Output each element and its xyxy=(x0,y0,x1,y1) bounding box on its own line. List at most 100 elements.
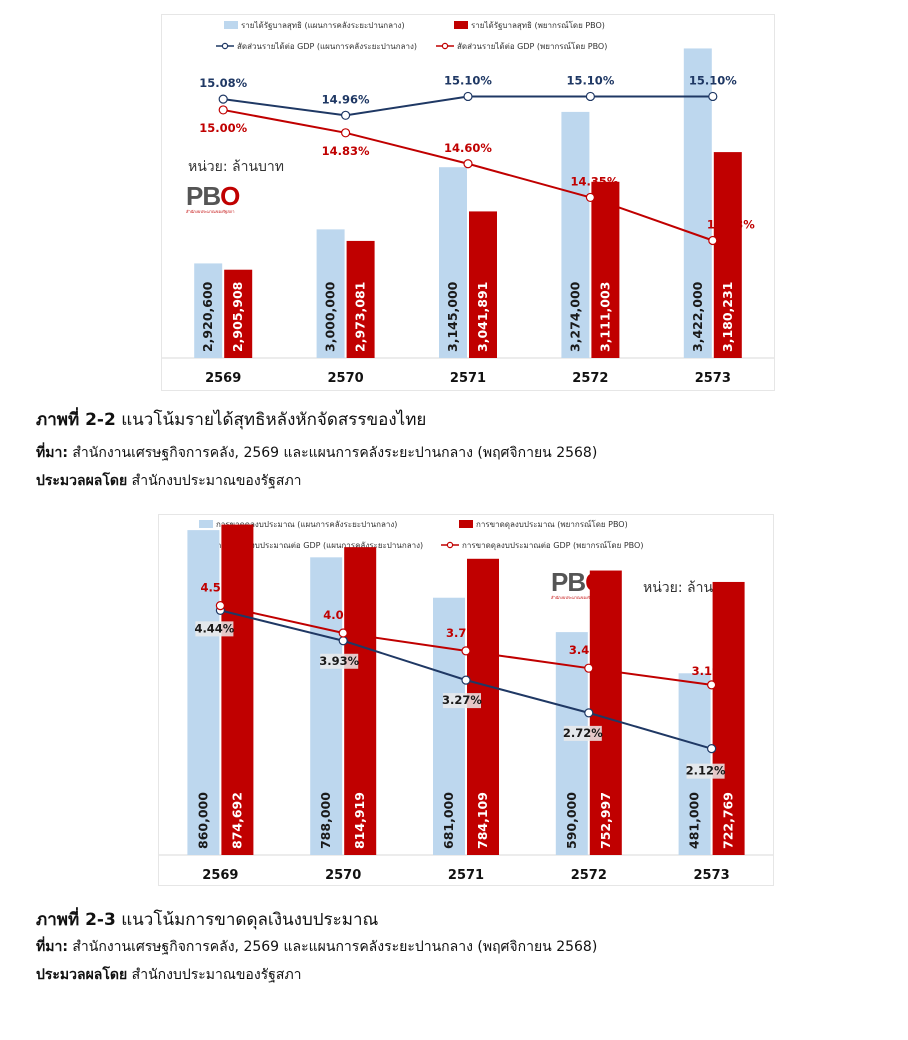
line-label-bg xyxy=(195,621,234,637)
bar-plan xyxy=(561,111,590,359)
legend-marker xyxy=(221,42,229,50)
bar-value-label: 3,145,000 xyxy=(445,281,460,352)
bar-pbo xyxy=(221,524,254,855)
legend-label: การขาดดุลงบประมาณต่อ GDP (พยากรณ์โดย PBO… xyxy=(462,540,643,550)
legend-marker xyxy=(446,541,454,549)
bar-pbo xyxy=(224,269,253,358)
line-value-label: 14.03% xyxy=(707,218,755,232)
line-point xyxy=(461,646,471,656)
line-value-label: 15.00% xyxy=(199,121,247,135)
figure1-source-label: ที่มา: xyxy=(36,445,68,461)
x-tick-label: 2570 xyxy=(325,868,361,883)
line-value-label: 2.72% xyxy=(563,726,603,740)
bar-plan xyxy=(310,557,343,855)
figure1-source-text: สำนักงานเศรษฐกิจการคลัง, 2569 และแผนการค… xyxy=(72,445,598,461)
logo-text-accent: O xyxy=(220,181,240,211)
bar-plan xyxy=(683,48,712,358)
bar-value-label: 788,000 xyxy=(318,792,333,849)
line-label-bg xyxy=(686,763,725,779)
bar-value-label: 3,180,231 xyxy=(720,282,735,352)
logo-text-accent-2: O xyxy=(585,567,605,597)
x-tick-label: 2573 xyxy=(695,371,731,386)
figure1-caption-label: ภาพที่ 2-2 xyxy=(36,410,116,430)
bar-value-label: 681,000 xyxy=(441,792,456,849)
bar-value-label: 814,919 xyxy=(352,792,367,849)
line-value-label: 14.60% xyxy=(444,141,492,155)
figure1-caption: ภาพที่ 2-2 แนวโน้มรายได้สุทธิหลังหักจัดส… xyxy=(36,406,426,433)
line-label-bg xyxy=(320,653,359,669)
bar-value-label: 2,973,081 xyxy=(353,282,368,352)
bar-pbo xyxy=(344,547,377,855)
figure2-caption-text: แนวโน้มการขาดดุลเงินงบประมาณ xyxy=(121,910,379,930)
pbo-logo-2: PBO สำนักงบประมาณของรัฐสภา xyxy=(551,567,605,600)
line-value-label: 3.27% xyxy=(442,693,482,707)
line-value-label: 2.12% xyxy=(686,764,726,778)
unit-label: หน่วย: ล้านบาท xyxy=(188,159,284,175)
x-tick-label: 2571 xyxy=(450,371,486,386)
legend-label: การขาดดุลงบประมาณต่อ GDP (แผนการคลังระยะ… xyxy=(212,541,423,550)
bar-value-label: 481,000 xyxy=(687,792,702,849)
bar-plan xyxy=(194,263,223,358)
line-value-label: 15.10% xyxy=(689,73,737,87)
x-tick-label: 2571 xyxy=(448,868,484,883)
line-value-label: 3.76% xyxy=(446,626,486,640)
figure2-source-label: ที่มา: xyxy=(36,939,68,955)
bar-value-label: 2,920,600 xyxy=(200,281,215,352)
line-point xyxy=(218,105,228,115)
bar-value-label: 860,000 xyxy=(195,792,210,849)
line-point xyxy=(461,675,471,685)
bar-value-label: 3,000,000 xyxy=(323,281,338,352)
x-tick-label: 2569 xyxy=(202,868,238,883)
line-label-bg xyxy=(443,693,481,709)
bar-value-label: 784,109 xyxy=(475,792,490,849)
line-point xyxy=(708,91,718,102)
bar-pbo xyxy=(346,240,375,358)
line-value-label: 15.10% xyxy=(566,73,614,87)
line-value-label: 4.44% xyxy=(194,621,234,635)
revenue-chart: รายได้รัฐบาลสุทธิ (แผนการคลังระยะปานกลาง… xyxy=(161,14,775,391)
legend-label: สัดส่วนรายได้ต่อ GDP (แผนการคลังระยะปานก… xyxy=(237,42,417,51)
bar-plan xyxy=(187,530,220,855)
line-value-label: 3.19% xyxy=(692,664,732,678)
line-value-label: 3.47% xyxy=(569,643,609,657)
bar-value-label: 3,422,000 xyxy=(690,281,705,352)
bar-value-label: 3,274,000 xyxy=(567,281,582,352)
figure1-source: ที่มา: สำนักงานเศรษฐกิจการคลัง, 2569 และ… xyxy=(36,442,597,464)
bar-value-label: 722,769 xyxy=(721,792,736,849)
bar-value-label: 752,997 xyxy=(598,792,613,849)
line-value-label: 14.96% xyxy=(322,92,370,106)
figure2-caption: ภาพที่ 2-3 แนวโน้มการขาดดุลเงินงบประมาณ xyxy=(36,906,378,933)
bar-value-label: 3,041,891 xyxy=(475,282,490,352)
legend-swatch xyxy=(459,520,473,528)
bar-plan xyxy=(433,597,465,855)
figure2-source: ที่มา: สำนักงานเศรษฐกิจการคลัง, 2569 และ… xyxy=(36,936,597,958)
line-point xyxy=(585,91,595,102)
figure1-caption-text: แนวโน้มรายได้สุทธิหลังหักจัดสรรของไทย xyxy=(121,410,427,430)
line-point xyxy=(338,628,348,638)
line-point xyxy=(463,159,473,169)
legend-label: รายได้รัฐบาลสุทธิ (พยากรณ์โดย PBO) xyxy=(471,20,605,30)
bar-value-label: 2,905,908 xyxy=(230,282,245,352)
line-value-label: 15.08% xyxy=(199,76,247,90)
line-point xyxy=(338,636,348,646)
line-value-label: 14.83% xyxy=(322,144,370,158)
line-point xyxy=(341,128,351,138)
figure2-processed-label: ประมวลผลโดย xyxy=(36,967,128,983)
line-pbo xyxy=(223,108,714,242)
legend-marker xyxy=(441,42,449,50)
logo-text-main-2: PB xyxy=(551,567,586,597)
line-point xyxy=(584,708,594,718)
line-value-label: 14.35% xyxy=(570,174,618,188)
bar-pbo xyxy=(469,211,497,358)
x-tick-label: 2569 xyxy=(205,371,241,386)
line-value-label: 4.06% xyxy=(323,608,363,622)
bar-value-label: 874,692 xyxy=(229,792,244,849)
x-tick-label: 2573 xyxy=(694,868,730,883)
figure2-processed: ประมวลผลโดย สำนักงบประมาณของรัฐสภา xyxy=(36,964,302,986)
pbo-logo: PBO สำนักงบประมาณของรัฐสภา xyxy=(186,181,240,214)
x-tick-label: 2570 xyxy=(328,371,364,386)
logo-text-main: PB xyxy=(186,181,221,211)
figure1-processed: ประมวลผลโดย สำนักงบประมาณของรัฐสภา xyxy=(36,470,302,492)
legend-label: รายได้รัฐบาลสุทธิ (แผนการคลังระยะปานกลาง… xyxy=(241,21,405,30)
line-value-label: 3.93% xyxy=(319,654,359,668)
